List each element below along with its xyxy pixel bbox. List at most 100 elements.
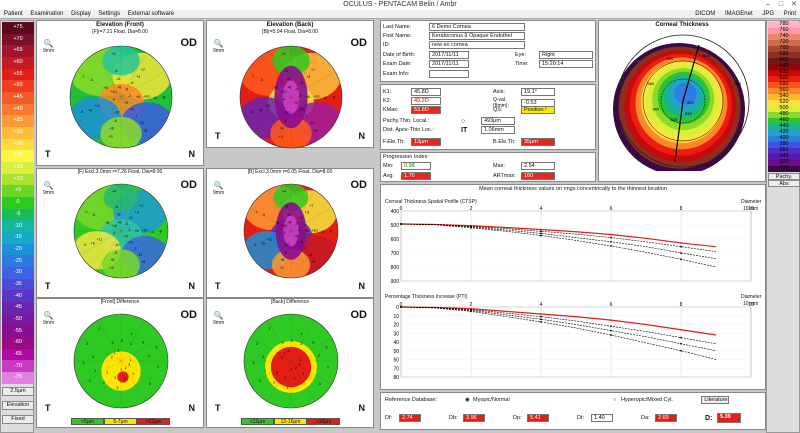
zoom-icon[interactable]: 🔍 9mm: [43, 39, 55, 54]
svg-text:+10: +10: [111, 224, 117, 228]
pachy-swatch: 420: [768, 130, 800, 136]
bad-label: Dp:: [513, 415, 522, 421]
first-name-field[interactable]: Keratoconus II Opaque Endothel: [429, 32, 525, 40]
bad-value: 3.96: [463, 414, 485, 422]
menu-external-software[interactable]: External software: [127, 11, 175, 17]
menu-print[interactable]: Print: [783, 11, 796, 17]
svg-text:1: 1: [131, 332, 133, 336]
svg-text:-4: -4: [151, 230, 154, 234]
pachy-swatch: 740: [768, 34, 800, 40]
maximize-button[interactable]: □: [778, 1, 784, 8]
keratometry-panel: K1: 45.8D Axis: 19.1° K2: 49.2D Q-val. (8mm…: [380, 84, 596, 150]
menu-jpg[interactable]: JPG: [762, 11, 774, 17]
elevation-map[interactable]: -3 +4 -5 +6 -7 +8 -9 +10 -11 +3 -4 +5 -6 +7 -8 +9 -10 +11…: [73, 183, 169, 279]
scale-swatch: -30: [2, 267, 34, 279]
elevation-map[interactable]: -3 +4 -5 +6 -7 +8 -9 +10 -11 +3 -4 +5 -6 +7 -8 +9 -10 +11…: [69, 45, 173, 149]
svg-text:2: 2: [291, 339, 293, 343]
svg-text:-9: -9: [250, 110, 253, 114]
exam-info-field[interactable]: [429, 70, 469, 78]
scale-swatch: -70: [2, 360, 34, 373]
pachy-mode-label[interactable]: Pachy.: [768, 173, 800, 180]
scale-swatch: +10: [2, 173, 34, 186]
data-point: [680, 242, 682, 244]
pti-unit: 10 mm: [743, 301, 759, 307]
pachy-swatch: 440: [768, 124, 800, 130]
zoom-icon[interactable]: 🔍 9mm: [213, 311, 225, 326]
eye-label: OD: [180, 179, 198, 191]
time-field[interactable]: 15:20:14: [539, 60, 593, 68]
svg-text:3: 3: [312, 341, 314, 345]
pachy-swatch: 480: [768, 112, 800, 118]
reference-panel: Reference Database: ◉ Myopic/Normal ○ Hy…: [380, 392, 766, 430]
dob-field[interactable]: 2017/11/11: [429, 51, 469, 59]
prog-avg-label: Avg:: [383, 173, 394, 179]
svg-text:+6: +6: [88, 109, 92, 113]
svg-text:+7: +7: [141, 68, 145, 72]
menu-imagenet[interactable]: IMAGEnet: [724, 11, 753, 17]
scale-mode-label[interactable]: Elevation: [2, 401, 34, 410]
x-tick-label: 10: [748, 302, 754, 308]
menu-dicom[interactable]: DICOM: [695, 11, 716, 17]
eye-field[interactable]: Right: [539, 51, 593, 59]
id-label: ID:: [383, 42, 391, 48]
id-field[interactable]: new ex cornea: [429, 41, 525, 49]
svg-text:3: 3: [298, 363, 300, 367]
data-point: [680, 252, 682, 254]
svg-text:-11: -11: [309, 121, 314, 125]
scale-step-label[interactable]: 2.5µm: [2, 387, 34, 396]
literature-button[interactable]: Literature: [701, 396, 729, 404]
data-point: [680, 349, 682, 352]
menu-display[interactable]: Display: [71, 11, 91, 17]
radio-myopic[interactable]: ◉: [465, 397, 470, 403]
eye-label: OD: [180, 37, 198, 49]
elevation-map[interactable]: -3 +4 -5 +6 -7 +8 -9 +10 -11 +3 -4 +5 -6 +7 -8 +9 -10 +11…: [239, 45, 343, 149]
scale-swatch: 0: [2, 197, 34, 209]
zoom-icon[interactable]: 🔍 9mm: [43, 181, 55, 196]
circle-icon: ○: [461, 117, 466, 125]
svg-text:3: 3: [287, 349, 289, 353]
last-name-field[interactable]: 6 Demo Cornea: [429, 23, 525, 31]
pachy-swatch: 320: [768, 160, 800, 166]
menu-examination[interactable]: Examination: [30, 11, 64, 17]
close-button[interactable]: ✕: [791, 1, 797, 8]
elevation-map[interactable]: -3 +4 -5 +6 -7 +8 -9 +10 -11 +3 -4 +5 -6 +7 -8 +9 -10 +11…: [243, 183, 339, 279]
scale-swatch: -50: [2, 313, 34, 326]
svg-text:+8: +8: [110, 127, 114, 131]
x-tick-label: 8: [680, 206, 683, 212]
y-tick-label: 700: [391, 251, 400, 257]
data-point: [610, 240, 612, 243]
minimize-button[interactable]: –: [766, 1, 770, 8]
svg-text:-7: -7: [133, 247, 136, 251]
corneal-thickness-map[interactable]: 493 510 525 540 560 580 600 620: [613, 31, 753, 171]
svg-text:2: 2: [125, 366, 127, 370]
thickness-value: 510: [685, 111, 692, 116]
svg-text:+10: +10: [281, 90, 287, 94]
scale-fixed-label[interactable]: Fixed: [2, 415, 34, 424]
x-tick-label: 0: [400, 206, 403, 212]
series-line: [400, 306, 717, 336]
series-line: [400, 223, 717, 248]
svg-text:+5: +5: [311, 260, 315, 264]
zoom-icon[interactable]: 🔍 9mm: [43, 311, 55, 326]
menu-patient[interactable]: Patient: [4, 11, 23, 17]
pachy-swatch: 520: [768, 100, 800, 106]
scale-swatch: -40: [2, 290, 34, 303]
svg-text:-4: -4: [153, 96, 156, 100]
prog-min-label: Min:: [383, 163, 394, 169]
menu-settings[interactable]: Settings: [98, 11, 121, 17]
svg-text:-4: -4: [112, 231, 115, 235]
svg-text:1: 1: [130, 342, 132, 346]
svg-text:+4: +4: [130, 107, 134, 111]
svg-text:+8: +8: [287, 220, 291, 224]
x-tick-label: 6: [610, 302, 613, 308]
zoom-icon[interactable]: 🔍 9mm: [213, 39, 225, 54]
zoom-icon[interactable]: 🔍 9mm: [213, 181, 225, 196]
dob-label: Date of Birth:: [383, 52, 416, 58]
radio-hyperopic[interactable]: ○: [613, 397, 617, 403]
pachy-abs-label[interactable]: Abs: [768, 180, 800, 187]
exam-date-field[interactable]: 2017/11/11: [429, 60, 469, 68]
svg-text:3: 3: [319, 382, 321, 386]
map-subtitle: [Back] Difference: [271, 299, 309, 305]
